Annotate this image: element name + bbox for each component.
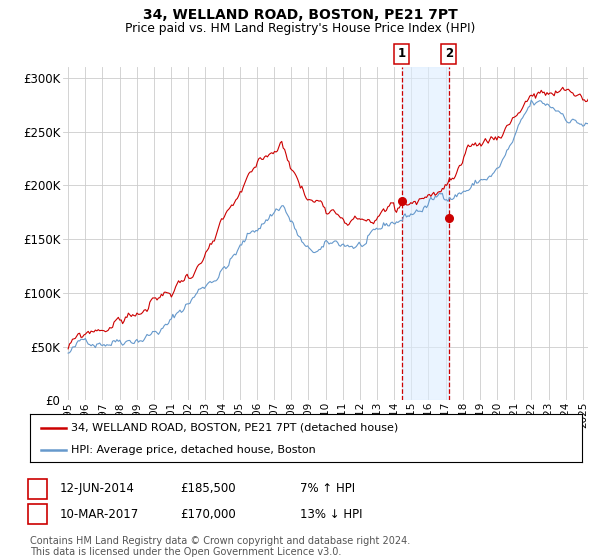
- Text: 10-MAR-2017: 10-MAR-2017: [60, 507, 139, 521]
- Text: HPI: Average price, detached house, Boston: HPI: Average price, detached house, Bost…: [71, 445, 316, 455]
- Text: 1: 1: [398, 47, 406, 60]
- Text: 12-JUN-2014: 12-JUN-2014: [60, 482, 135, 496]
- Text: 1: 1: [34, 482, 42, 496]
- Text: 34, WELLAND ROAD, BOSTON, PE21 7PT: 34, WELLAND ROAD, BOSTON, PE21 7PT: [143, 8, 457, 22]
- Text: 2: 2: [445, 47, 453, 60]
- Text: £170,000: £170,000: [180, 507, 236, 521]
- Text: Price paid vs. HM Land Registry's House Price Index (HPI): Price paid vs. HM Land Registry's House …: [125, 22, 475, 35]
- Text: £185,500: £185,500: [180, 482, 236, 496]
- Text: Contains HM Land Registry data © Crown copyright and database right 2024.
This d: Contains HM Land Registry data © Crown c…: [30, 535, 410, 557]
- Bar: [401, 67, 449, 400]
- Text: 13% ↓ HPI: 13% ↓ HPI: [300, 507, 362, 521]
- Text: 7% ↑ HPI: 7% ↑ HPI: [300, 482, 355, 496]
- Text: 2: 2: [34, 507, 42, 521]
- Text: 34, WELLAND ROAD, BOSTON, PE21 7PT (detached house): 34, WELLAND ROAD, BOSTON, PE21 7PT (deta…: [71, 423, 398, 433]
